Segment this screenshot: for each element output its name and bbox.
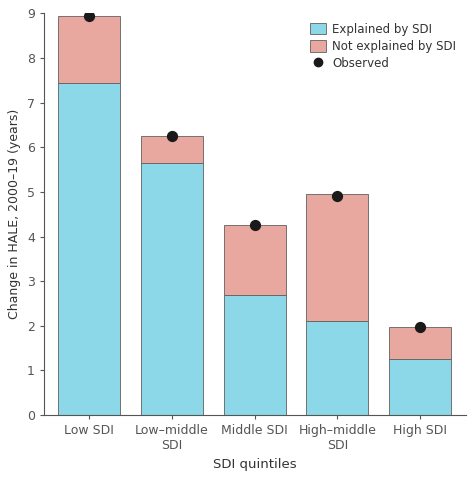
X-axis label: SDI quintiles: SDI quintiles [213, 457, 297, 471]
Bar [389, 359, 451, 415]
Point [251, 221, 259, 229]
Bar [141, 136, 203, 163]
Bar [58, 82, 120, 415]
Bar [141, 163, 203, 415]
Bar [389, 327, 451, 359]
Bar [307, 321, 368, 415]
Bar [58, 15, 120, 82]
Legend: Explained by SDI, Not explained by SDI, Observed: Explained by SDI, Not explained by SDI, … [306, 19, 460, 74]
Bar [307, 194, 368, 321]
Point [416, 323, 424, 331]
Y-axis label: Change in HALE, 2000–19 (years): Change in HALE, 2000–19 (years) [9, 109, 21, 319]
Bar [224, 295, 286, 415]
Point [334, 193, 341, 200]
Point [168, 132, 176, 140]
Bar [224, 225, 286, 295]
Point [86, 11, 93, 19]
